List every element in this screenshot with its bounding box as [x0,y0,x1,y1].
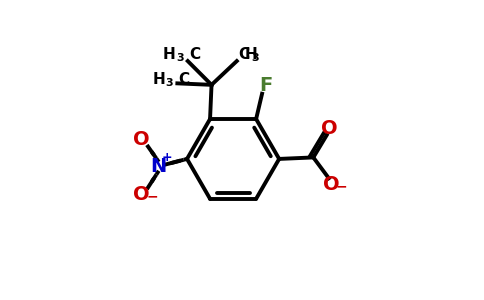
Text: O: O [321,119,338,138]
Text: H: H [244,47,257,62]
Text: O: O [133,130,150,149]
Text: H: H [153,72,166,87]
Text: C: C [238,47,249,62]
Text: C: C [179,72,190,87]
Text: O: O [323,175,340,194]
Text: H: H [163,47,176,62]
Text: 3: 3 [166,78,173,88]
Text: −: − [146,189,158,203]
Text: 3: 3 [251,53,258,63]
Text: −: − [335,180,347,194]
Text: N: N [151,157,167,176]
Text: +: + [162,151,172,164]
Text: 3: 3 [176,53,183,63]
Text: F: F [259,76,272,95]
Text: C: C [189,47,200,62]
Text: O: O [133,185,150,204]
